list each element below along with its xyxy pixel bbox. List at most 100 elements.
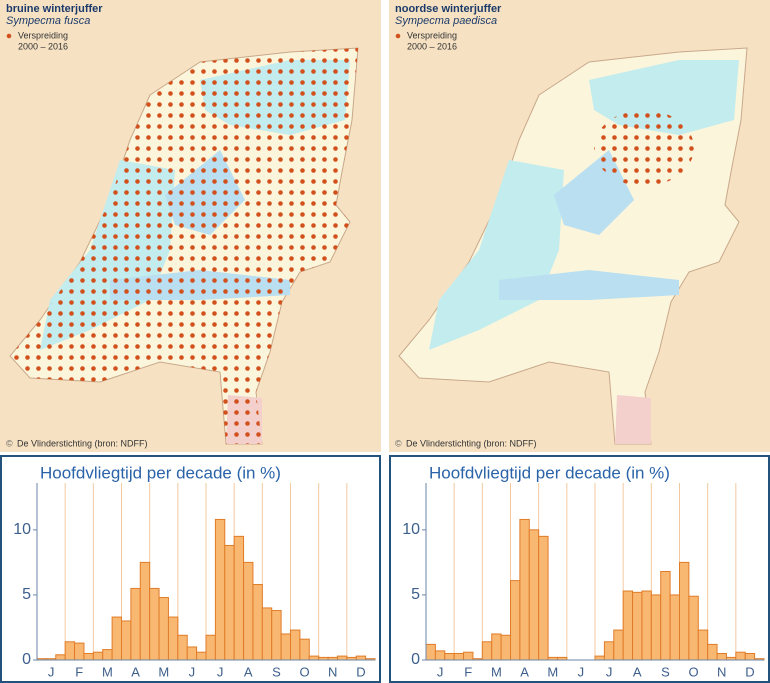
bar — [481, 641, 493, 661]
bar — [744, 652, 756, 661]
bar — [111, 616, 123, 661]
bar — [500, 634, 512, 661]
bar — [280, 633, 292, 661]
x-tick-label: J — [437, 664, 444, 679]
bar — [196, 651, 207, 661]
x-tick-label: J — [578, 664, 585, 679]
x-tick-label: M — [491, 664, 502, 679]
bar — [453, 652, 465, 661]
legend-dot — [395, 33, 401, 39]
x-tick-label: D — [745, 664, 754, 679]
chart: 0 5 10 J F M A M J J A S O N D Hoofdvliegtijd per decad… — [0, 455, 381, 683]
bar — [491, 633, 502, 661]
bar — [519, 518, 530, 661]
bar — [177, 634, 188, 661]
bar — [660, 571, 671, 661]
x-tick-label: M — [102, 664, 113, 679]
bar — [167, 616, 179, 661]
legend-dot — [6, 33, 12, 39]
y-tick-label: 0 — [411, 651, 420, 668]
bar — [735, 651, 746, 661]
copyright-symbol: © — [6, 438, 13, 448]
bar — [528, 529, 540, 661]
bar — [83, 652, 94, 661]
x-tick-label: A — [244, 664, 253, 679]
west-region — [429, 160, 564, 350]
bar — [92, 651, 104, 661]
bar — [650, 594, 662, 661]
x-tick-label: M — [547, 664, 558, 679]
bar — [55, 654, 66, 661]
x-tick-label: M — [158, 664, 169, 679]
bar — [688, 595, 699, 661]
bar — [261, 607, 273, 661]
bar — [214, 518, 226, 661]
bar — [336, 655, 348, 661]
bar — [252, 584, 263, 661]
x-tick-label: J — [606, 664, 613, 679]
legend-label: Verspreiding — [407, 30, 457, 40]
y-tick-label: 10 — [13, 521, 31, 538]
bar — [603, 641, 615, 661]
credit: De Vlinderstichting (bron: NDFF) — [17, 438, 148, 448]
y-tick-label: 0 — [22, 651, 31, 668]
chart-frame — [0, 455, 381, 683]
bar — [697, 629, 709, 661]
bar — [669, 594, 681, 661]
south-tip — [615, 395, 651, 444]
bar — [641, 590, 652, 661]
x-tick-label: N — [717, 664, 726, 679]
distribution-dots — [594, 110, 694, 186]
chart: 0 5 10 J F M A M J J A S O N D Hoofdvliegtijd per decad… — [389, 455, 770, 683]
x-tick-label: J — [217, 664, 224, 679]
x-tick-label: N — [328, 664, 337, 679]
bar — [538, 535, 549, 661]
x-tick-label: A — [520, 664, 529, 679]
bar — [149, 587, 160, 661]
bar — [139, 561, 151, 661]
x-tick-label: J — [189, 664, 196, 679]
bar — [434, 650, 446, 661]
bar — [308, 655, 320, 661]
bar — [186, 646, 198, 661]
species: Sympecma fusca — [6, 15, 90, 27]
rivers — [499, 270, 679, 300]
bar — [205, 634, 216, 661]
bar — [243, 561, 254, 661]
x-tick-label: F — [464, 664, 472, 679]
map-title: noordse winterjuffer — [395, 3, 502, 15]
bar — [158, 597, 169, 661]
species: Sympecma paedisca — [395, 15, 497, 27]
y-tick-label: 5 — [411, 586, 420, 603]
bar — [679, 561, 690, 661]
bar — [271, 610, 282, 661]
bar — [425, 643, 436, 661]
bar — [510, 580, 521, 661]
y-tick-label: 5 — [22, 586, 31, 603]
chart-title: Hoofdvliegtijd per decade (in %) — [40, 463, 281, 482]
bar — [463, 651, 474, 661]
bar — [102, 649, 113, 661]
x-tick-label: J — [48, 664, 55, 679]
bar — [233, 535, 245, 661]
bar — [622, 590, 634, 661]
bar — [594, 655, 605, 661]
map-title: bruine winterjuffer — [6, 3, 103, 15]
legend-period: 2000 – 2016 — [407, 41, 457, 51]
legend-period: 2000 – 2016 — [18, 41, 68, 51]
bar — [290, 629, 301, 661]
bar — [716, 652, 727, 661]
legend-label: Verspreiding — [18, 30, 68, 40]
credit: De Vlinderstichting (bron: NDFF) — [406, 438, 537, 448]
x-tick-label: O — [689, 664, 699, 679]
y-tick-label: 10 — [402, 521, 420, 538]
x-tick-label: S — [272, 664, 281, 679]
bar — [632, 591, 643, 661]
bar — [299, 638, 310, 661]
x-tick-label: F — [75, 664, 83, 679]
bar — [74, 642, 85, 661]
bar — [224, 544, 235, 661]
bar — [707, 643, 718, 661]
